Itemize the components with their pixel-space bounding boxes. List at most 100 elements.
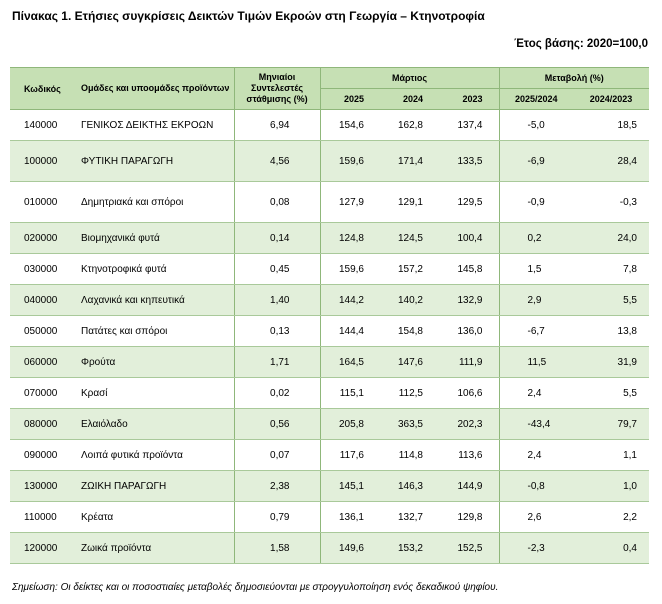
row-code: 140000 — [10, 109, 72, 141]
footnote: Σημείωση: Οι δείκτες και οι ποσοστιαίες … — [12, 582, 499, 593]
table-row: 140000 ΓΕΝΙΚΟΣ ΔΕΙΚΤΗΣ ΕΚΡΟΩΝ 6,94 154,6 162… — [10, 109, 649, 141]
row-value-2023: 129,5 — [439, 181, 499, 223]
table-row: 110000 Κρέατα 0,79 136,1 132,7 129,8 2,6 2,2 — [10, 501, 649, 533]
row-value-2025: 117,6 — [319, 439, 380, 471]
header-weights: Μηνιαίοι Συντελεστές στάθμισης (%) — [233, 67, 320, 110]
header-change: Μεταβολή (%) — [498, 67, 649, 89]
row-code: 020000 — [10, 222, 72, 254]
row-weight: 0,14 — [233, 222, 320, 254]
row-change-2025-2024: 2,9 — [498, 284, 573, 316]
row-change-2024-2023: 79,7 — [573, 408, 649, 440]
row-value-2025: 145,1 — [319, 470, 380, 502]
row-change-2024-2023: -0,3 — [573, 181, 649, 223]
row-weight: 0,45 — [233, 253, 320, 285]
row-value-2025: 144,2 — [319, 284, 380, 316]
row-value-2025: 115,1 — [319, 377, 380, 409]
row-change-2025-2024: 2,4 — [498, 439, 573, 471]
row-value-2023: 133,5 — [439, 140, 499, 182]
row-change-2024-2023: 5,5 — [573, 377, 649, 409]
row-change-2024-2023: 7,8 — [573, 253, 649, 285]
header-year-2024: 2024 — [380, 88, 439, 110]
row-name: Φρούτα — [72, 346, 234, 378]
row-value-2025: 159,6 — [319, 253, 380, 285]
row-value-2025: 124,8 — [319, 222, 380, 254]
row-value-2023: 145,8 — [439, 253, 499, 285]
table-row: 060000 Φρούτα 1,71 164,5 147,6 111,9 11,5 31,9 — [10, 346, 649, 378]
base-year-label: Έτος βάσης: 2020=100,0 — [514, 38, 648, 50]
row-value-2023: 144,9 — [439, 470, 499, 502]
row-change-2025-2024: 2,4 — [498, 377, 573, 409]
row-value-2023: 132,9 — [439, 284, 499, 316]
row-change-2024-2023: 0,4 — [573, 532, 649, 564]
row-code: 110000 — [10, 501, 72, 533]
row-change-2025-2024: 1,5 — [498, 253, 573, 285]
row-value-2024: 147,6 — [380, 346, 439, 378]
table-row: 120000 Ζωικά προϊόντα 1,58 149,6 153,2 152,5-… — [10, 532, 649, 564]
row-value-2024: 146,3 — [380, 470, 439, 502]
row-name: ΖΩΙΚΗ ΠΑΡΑΓΩΓΗ — [72, 470, 234, 502]
row-code: 090000 — [10, 439, 72, 471]
row-weight: 6,94 — [233, 109, 320, 141]
table-row: 030000 Κτηνοτροφικά φυτά 0,45 159,6 157,2 145… — [10, 253, 649, 285]
row-change-2025-2024: -5,0 — [498, 109, 573, 141]
row-change-2024-2023: 18,5 — [573, 109, 649, 141]
row-value-2025: 154,6 — [319, 109, 380, 141]
row-weight: 1,58 — [233, 532, 320, 564]
table-row: 040000 Λαχανικά και κηπευτικά 1,40 144,2 140… — [10, 284, 649, 316]
row-value-2023: 152,5 — [439, 532, 499, 564]
table-body: 140000 ΓΕΝΙΚΟΣ ΔΕΙΚΤΗΣ ΕΚΡΟΩΝ 6,94 154,6 162… — [10, 109, 649, 564]
row-value-2025: 164,5 — [319, 346, 380, 378]
row-change-2024-2023: 5,5 — [573, 284, 649, 316]
row-code: 070000 — [10, 377, 72, 409]
row-weight: 0,08 — [233, 181, 320, 223]
row-value-2024: 153,2 — [380, 532, 439, 564]
row-weight: 0,07 — [233, 439, 320, 471]
row-value-2025: 205,8 — [319, 408, 380, 440]
row-change-2025-2024: 11,5 — [498, 346, 573, 378]
row-change-2024-2023: 2,2 — [573, 501, 649, 533]
row-name: Λοιπά φυτικά προϊόντα — [72, 439, 234, 471]
row-value-2025: 127,9 — [319, 181, 380, 223]
row-value-2024: 171,4 — [380, 140, 439, 182]
row-name: Κρέατα — [72, 501, 234, 533]
row-change-2025-2024: 0,2 — [498, 222, 573, 254]
header-month: Μάρτιος — [319, 67, 499, 89]
row-name: Κρασί — [72, 377, 234, 409]
row-change-2024-2023: 24,0 — [573, 222, 649, 254]
row-weight: 0,13 — [233, 315, 320, 347]
row-weight: 4,56 — [233, 140, 320, 182]
row-code: 100000 — [10, 140, 72, 182]
row-value-2023: 129,8 — [439, 501, 499, 533]
row-name: ΦΥΤΙΚΗ ΠΑΡΑΓΩΓΗ — [72, 140, 234, 182]
row-change-2025-2024: -43,4 — [498, 408, 573, 440]
row-value-2025: 136,1 — [319, 501, 380, 533]
row-value-2024: 162,8 — [380, 109, 439, 141]
row-change-2024-2023: 13,8 — [573, 315, 649, 347]
row-value-2025: 149,6 — [319, 532, 380, 564]
row-value-2023: 111,9 — [439, 346, 499, 378]
table-row: 010000 Δημητριακά και σπόροι 0,08 127,9 129,… — [10, 181, 649, 223]
table-title: Πίνακας 1. Ετήσιες συγκρίσεις Δεικτών Τι… — [12, 9, 485, 23]
row-value-2024: 363,5 — [380, 408, 439, 440]
row-change-2025-2024: -6,9 — [498, 140, 573, 182]
header-code: Κωδικός — [10, 67, 72, 110]
row-value-2024: 132,7 — [380, 501, 439, 533]
row-code: 040000 — [10, 284, 72, 316]
row-value-2024: 140,2 — [380, 284, 439, 316]
row-value-2024: 154,8 — [380, 315, 439, 347]
table-row: 100000 ΦΥΤΙΚΗ ΠΑΡΑΓΩΓΗ 4,56 159,6 171,4 133,5… — [10, 140, 649, 182]
row-value-2024: 129,1 — [380, 181, 439, 223]
price-index-table: Κωδικός Ομάδες και υποομάδες προϊόντων Μ… — [10, 67, 649, 564]
row-value-2024: 114,8 — [380, 439, 439, 471]
row-value-2024: 157,2 — [380, 253, 439, 285]
row-value-2023: 136,0 — [439, 315, 499, 347]
row-weight: 1,40 — [233, 284, 320, 316]
row-change-2025-2024: 2,6 — [498, 501, 573, 533]
row-value-2023: 202,3 — [439, 408, 499, 440]
row-value-2024: 112,5 — [380, 377, 439, 409]
row-weight: 1,71 — [233, 346, 320, 378]
row-value-2023: 106,6 — [439, 377, 499, 409]
row-name: ΓΕΝΙΚΟΣ ΔΕΙΚΤΗΣ ΕΚΡΟΩΝ — [72, 109, 234, 141]
row-code: 120000 — [10, 532, 72, 564]
row-code: 060000 — [10, 346, 72, 378]
